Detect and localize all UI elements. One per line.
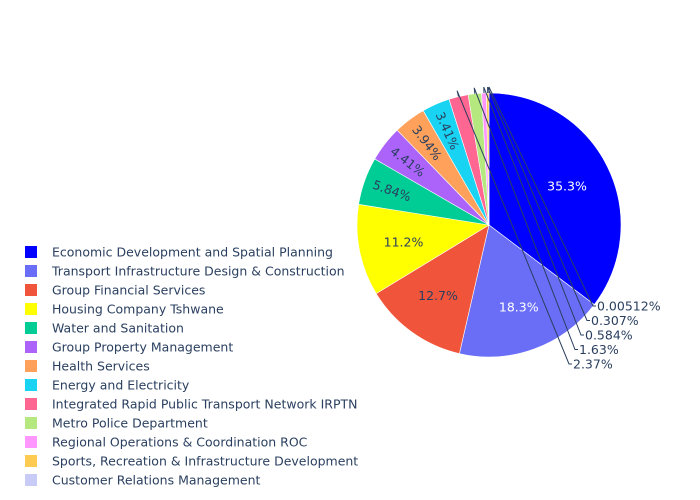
- legend-item[interactable]: Energy and Electricity: [25, 378, 190, 393]
- label-leader-line-10: [473, 87, 578, 350]
- legend-item[interactable]: Customer Relations Management: [25, 473, 261, 488]
- legend-item[interactable]: Health Services: [25, 359, 150, 374]
- legend-swatch: [25, 417, 37, 429]
- legend-label: Housing Company Tshwane: [52, 302, 224, 317]
- slice-label-9: 2.37%: [573, 357, 613, 372]
- legend-label: Group Financial Services: [52, 283, 205, 298]
- legend-item[interactable]: Economic Development and Spatial Plannin…: [25, 245, 333, 260]
- label-leader-line-12: [487, 86, 590, 321]
- legend-label: Group Property Management: [52, 340, 233, 355]
- legend-swatch: [25, 379, 37, 391]
- legend-swatch: [25, 398, 37, 410]
- legend-swatch: [25, 246, 37, 258]
- legend-item[interactable]: Transport Infrastructure Design & Constr…: [25, 264, 345, 279]
- legend-label: Customer Relations Management: [52, 473, 261, 488]
- legend-item[interactable]: Integrated Rapid Public Transport Networ…: [25, 397, 357, 412]
- label-leader-line-9: [456, 90, 572, 365]
- legend-item[interactable]: Sports, Recreation & Infrastructure Deve…: [25, 454, 358, 469]
- legend-label: Economic Development and Spatial Plannin…: [52, 245, 333, 260]
- slice-label-3: 12.7%: [418, 288, 458, 303]
- legend-swatch: [25, 341, 37, 353]
- legend-swatch: [25, 474, 37, 486]
- legend-item[interactable]: Water and Sanitation: [25, 321, 184, 336]
- legend-label: Regional Operations & Coordination ROC: [52, 435, 308, 450]
- legend-swatch: [25, 265, 37, 277]
- legend: Economic Development and Spatial Plannin…: [25, 245, 358, 488]
- pie-slice-1: [488, 92, 622, 306]
- legend-label: Transport Infrastructure Design & Constr…: [51, 264, 345, 279]
- slice-label-10: 1.63%: [579, 342, 619, 357]
- pie-slice-2: [459, 224, 595, 358]
- slice-label-1: 35.3%: [547, 179, 587, 194]
- pie-slice-3: [375, 224, 490, 354]
- slice-label-12: 0.307%: [591, 313, 639, 328]
- legend-swatch: [25, 360, 37, 372]
- legend-swatch: [25, 436, 37, 448]
- legend-label: Sports, Recreation & Infrastructure Deve…: [52, 454, 358, 469]
- legend-swatch: [25, 322, 37, 334]
- legend-label: Metro Police Department: [52, 416, 208, 431]
- legend-label: Integrated Rapid Public Transport Networ…: [52, 397, 357, 412]
- legend-item[interactable]: Group Property Management: [25, 340, 233, 355]
- legend-item[interactable]: Metro Police Department: [25, 416, 208, 431]
- label-leader-line-11: [483, 86, 584, 336]
- legend-label: Energy and Electricity: [52, 378, 190, 393]
- pie-slices: [356, 92, 622, 358]
- slice-label-2: 18.3%: [499, 299, 539, 314]
- legend-swatch: [25, 284, 37, 296]
- legend-swatch: [25, 303, 37, 315]
- legend-swatch: [25, 455, 37, 467]
- pie-slice-4: [356, 203, 490, 295]
- legend-item[interactable]: Group Financial Services: [25, 283, 205, 298]
- slice-label-11: 0.584%: [585, 328, 633, 343]
- pie-outside-labels: 0.00512%0.307%0.584%1.63%2.37%: [456, 86, 661, 372]
- legend-item[interactable]: Housing Company Tshwane: [25, 302, 224, 317]
- legend-label: Health Services: [52, 359, 150, 374]
- legend-label: Water and Sanitation: [52, 321, 184, 336]
- slice-label-13: 0.00512%: [597, 299, 661, 314]
- slice-label-4: 11.2%: [384, 234, 424, 249]
- legend-item[interactable]: Regional Operations & Coordination ROC: [25, 435, 308, 450]
